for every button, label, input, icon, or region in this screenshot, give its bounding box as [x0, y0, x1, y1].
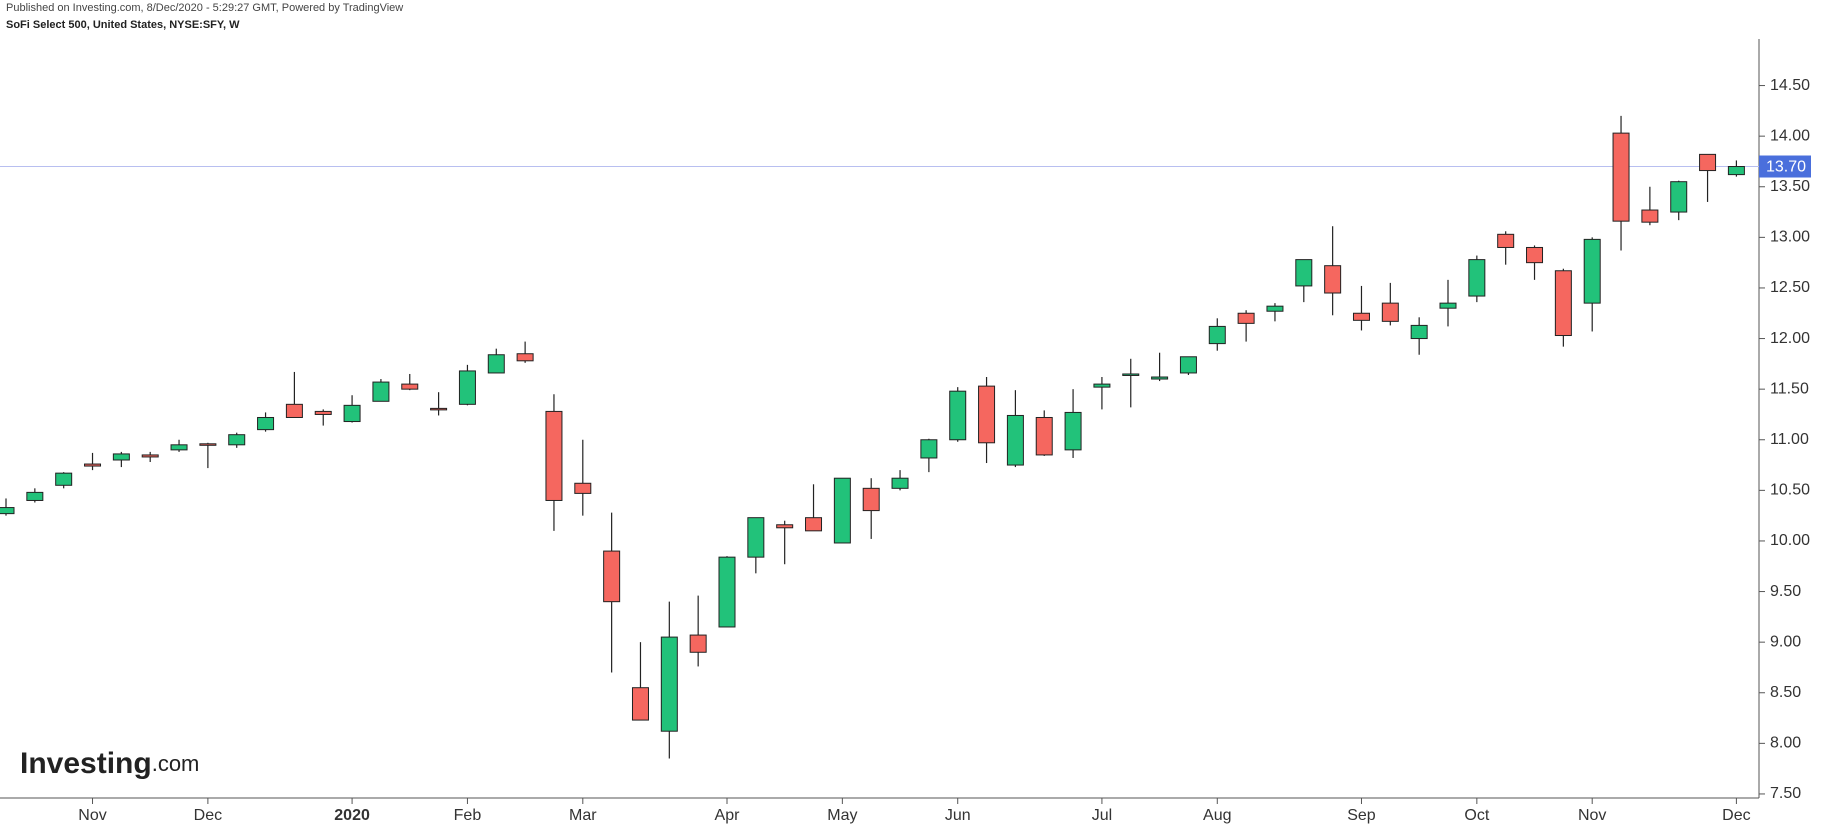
candle-body [660, 636, 678, 732]
candle-body [1324, 265, 1342, 294]
candle-body [1670, 181, 1688, 213]
logo: Investing.com [20, 747, 199, 780]
y-tick-label: 12.00 [1770, 330, 1810, 347]
candle-body [516, 353, 534, 362]
candle-body [689, 634, 707, 653]
candle-body [631, 687, 649, 721]
y-tick-label: 12.50 [1770, 279, 1810, 296]
y-tick-label: 9.00 [1770, 633, 1801, 650]
candle-body [747, 517, 765, 558]
candle-body [55, 472, 73, 486]
logo-suffix: .com [152, 751, 200, 776]
candle-body [1381, 302, 1399, 322]
x-tick-label: Jun [945, 807, 971, 824]
x-tick-label: Oct [1464, 807, 1489, 824]
y-tick-label: 14.00 [1770, 127, 1810, 144]
y-tick-label: 10.00 [1770, 532, 1810, 549]
candle-body [862, 487, 880, 512]
candle-body [1208, 325, 1226, 345]
candle-body [401, 383, 419, 390]
y-tick-label: 13.00 [1770, 229, 1810, 246]
candle-body [1295, 259, 1313, 287]
candle-body [170, 444, 188, 451]
last-price-label: 13.70 [1766, 159, 1806, 176]
candle-body [26, 491, 44, 501]
candle-body [718, 556, 736, 628]
x-tick-label: 2020 [334, 807, 370, 824]
candle-body [343, 404, 361, 423]
candle-body [199, 443, 217, 446]
x-tick-label: Nov [78, 807, 106, 824]
candle-body [776, 524, 794, 529]
candle-body [833, 477, 851, 544]
candle-body [1554, 270, 1572, 337]
candle-body [1064, 411, 1082, 451]
last-price-badge [1759, 155, 1811, 178]
candle-body [920, 439, 938, 459]
candle-body [1410, 324, 1428, 340]
candle-body [1641, 209, 1659, 223]
x-tick-label: Feb [454, 807, 482, 824]
x-tick-label: Dec [194, 807, 222, 824]
candle-body [458, 370, 476, 405]
candle-body [430, 407, 448, 411]
candle-body [603, 550, 621, 603]
x-tick-label: May [827, 807, 857, 824]
candle-body [1497, 233, 1515, 248]
candle-body [1266, 305, 1284, 312]
candle-body [1237, 312, 1255, 324]
x-tick-label: Nov [1578, 807, 1606, 824]
x-tick-label: Sep [1347, 807, 1376, 824]
logo-brand: Investing [20, 747, 152, 780]
candle-body [487, 354, 505, 374]
candle-body [141, 454, 159, 458]
candle-body [1179, 356, 1197, 374]
x-tick-label: Mar [569, 807, 597, 824]
candle-body [1727, 166, 1745, 176]
candle-body [1122, 373, 1140, 376]
candle-body [1526, 246, 1544, 264]
candle-body [84, 463, 102, 467]
y-tick-label: 11.00 [1770, 431, 1809, 448]
candle-body [1352, 312, 1370, 321]
x-tick-label: Aug [1203, 807, 1231, 824]
y-tick-label: 14.50 [1770, 77, 1810, 94]
candle-body [0, 507, 15, 515]
candle-body [285, 403, 303, 418]
x-tick-label: Apr [715, 807, 741, 824]
candle-body [1151, 376, 1169, 380]
published-note: Published on Investing.com, 8/Dec/2020 -… [6, 2, 403, 14]
candle-body [1699, 153, 1717, 172]
y-tick-label: 8.50 [1770, 684, 1801, 701]
candle-body [545, 410, 563, 501]
y-tick-label: 9.50 [1770, 583, 1801, 600]
candle-body [805, 517, 823, 532]
y-tick-label: 10.50 [1770, 482, 1810, 499]
candle-body [1035, 416, 1053, 456]
candle-body [1583, 238, 1601, 304]
x-tick-label: Dec [1722, 807, 1750, 824]
symbol-title: SoFi Select 500, United States, NYSE:SFY… [6, 19, 240, 31]
candle-body [1093, 383, 1111, 388]
y-tick-label: 13.50 [1770, 178, 1810, 195]
x-tick-label: Jul [1092, 807, 1112, 824]
candle-body [1439, 302, 1457, 309]
candle-body [574, 482, 592, 494]
candle-body [1006, 414, 1024, 466]
candle-body [112, 453, 130, 461]
candle-body [949, 390, 967, 441]
candle-body [1612, 132, 1630, 222]
candle-body [372, 381, 390, 402]
candle-body [228, 434, 246, 446]
candle-body [314, 410, 332, 415]
y-tick-label: 8.00 [1770, 735, 1801, 752]
candle-body [978, 385, 996, 444]
candle-body [1468, 259, 1486, 297]
candle-body [257, 416, 275, 431]
candle-body [891, 477, 909, 489]
y-tick-label: 7.50 [1770, 785, 1801, 802]
y-tick-label: 11.50 [1770, 380, 1809, 397]
